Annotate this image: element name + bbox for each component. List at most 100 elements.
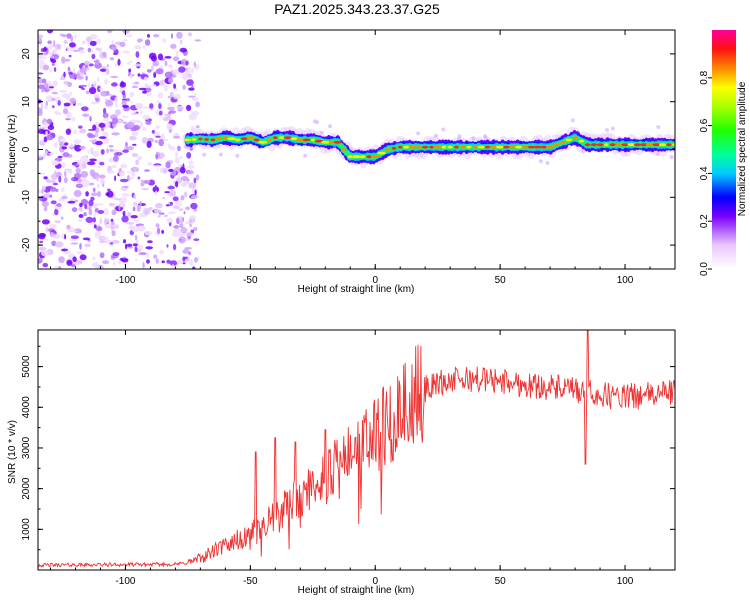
noise-blob	[126, 171, 132, 174]
ridge-core	[477, 145, 486, 149]
x-tick-label: -50	[243, 576, 258, 587]
noise-blob	[74, 199, 79, 203]
noise-blob	[159, 79, 165, 86]
ridge-core	[472, 145, 478, 149]
noise-blob	[52, 233, 61, 239]
noise-blob	[41, 201, 50, 207]
noise-blob	[153, 34, 160, 38]
noise-blob	[49, 55, 55, 59]
noise-blob	[91, 192, 98, 196]
noise-blob	[187, 165, 195, 169]
noise-blob	[144, 39, 151, 46]
noise-blob	[43, 64, 50, 71]
noise-blob	[104, 219, 110, 223]
ridge-core	[333, 140, 343, 144]
noise-blob	[193, 238, 200, 241]
noise-blob	[38, 84, 46, 90]
noise-blob	[99, 68, 107, 72]
noise-blob	[70, 242, 79, 245]
ridge-core	[545, 145, 555, 149]
x-tick-label: 50	[495, 275, 507, 286]
noise-blob	[158, 139, 164, 147]
noise-blob	[194, 257, 198, 263]
noise-blob	[159, 152, 165, 159]
y-tick-label: 0	[21, 146, 32, 152]
noise-blob	[99, 174, 106, 179]
noise-blob	[133, 194, 137, 200]
ridge-core	[633, 143, 642, 147]
noise-blob	[126, 34, 133, 38]
noise-blob	[38, 154, 43, 158]
noise-blob	[44, 105, 48, 110]
ridge-core	[283, 136, 292, 140]
noise-blob	[92, 187, 96, 193]
noise-blob	[53, 39, 56, 48]
snr-marks	[38, 330, 675, 568]
noise-blob	[46, 134, 54, 141]
noise-blob	[71, 177, 75, 181]
noise-blob	[113, 261, 116, 266]
noise-blob	[119, 81, 127, 88]
noise-blob	[85, 90, 90, 95]
noise-blob	[80, 170, 89, 178]
x-tick-label: 50	[495, 576, 507, 587]
noise-blob	[46, 118, 53, 125]
noise-blob	[139, 200, 142, 207]
noise-blob	[67, 200, 76, 204]
noise-blob	[54, 208, 59, 216]
noise-blob	[98, 122, 106, 128]
noise-blob	[172, 135, 181, 139]
noise-blob	[88, 87, 97, 95]
noise-blob	[125, 141, 128, 148]
ridge-core	[553, 143, 560, 147]
noise-blob	[133, 167, 138, 173]
ridge-speckle	[656, 152, 661, 157]
noise-blob	[84, 204, 88, 210]
noise-blob	[84, 72, 87, 75]
noise-blob	[111, 230, 116, 237]
noise-blob	[95, 226, 103, 232]
noise-blob	[121, 90, 126, 96]
noise-blob	[122, 210, 126, 217]
noise-blob	[59, 140, 65, 148]
noise-blob	[110, 221, 115, 226]
noise-blob	[78, 214, 84, 218]
noise-blob	[93, 224, 97, 229]
noise-blob	[182, 262, 186, 265]
noise-blob	[73, 139, 82, 145]
noise-blob	[80, 198, 88, 206]
ridge-speckle	[471, 136, 476, 141]
noise-blob	[45, 238, 49, 241]
noise-blob	[145, 246, 153, 250]
noise-blob	[128, 74, 134, 79]
noise-blob	[132, 203, 137, 207]
noise-blob	[122, 239, 127, 244]
noise-blob	[45, 95, 54, 102]
noise-blob	[67, 47, 75, 52]
noise-blob	[79, 145, 86, 150]
noise-blob	[102, 260, 110, 265]
noise-blob	[53, 110, 60, 115]
noise-blob	[109, 242, 114, 245]
ridge-core	[422, 145, 429, 149]
noise-blob	[110, 75, 119, 79]
noise-blob	[167, 106, 175, 111]
noise-blob	[180, 39, 183, 45]
noise-blob	[50, 186, 57, 192]
noise-blob	[113, 155, 119, 163]
noise-blob	[167, 211, 176, 215]
noise-blob	[179, 223, 184, 229]
ridge-core	[273, 136, 278, 140]
ridge-core	[210, 138, 216, 142]
noise-blob	[169, 91, 174, 98]
noise-blob	[146, 69, 152, 73]
noise-blob	[126, 121, 135, 129]
noise-blob	[192, 266, 196, 269]
noise-blob	[70, 235, 79, 239]
noise-blob	[156, 227, 161, 235]
noise-blob	[85, 67, 90, 71]
noise-blob	[109, 57, 115, 61]
ridge-core	[321, 140, 330, 144]
noise-blob	[64, 233, 67, 240]
ridge-core	[604, 143, 609, 147]
